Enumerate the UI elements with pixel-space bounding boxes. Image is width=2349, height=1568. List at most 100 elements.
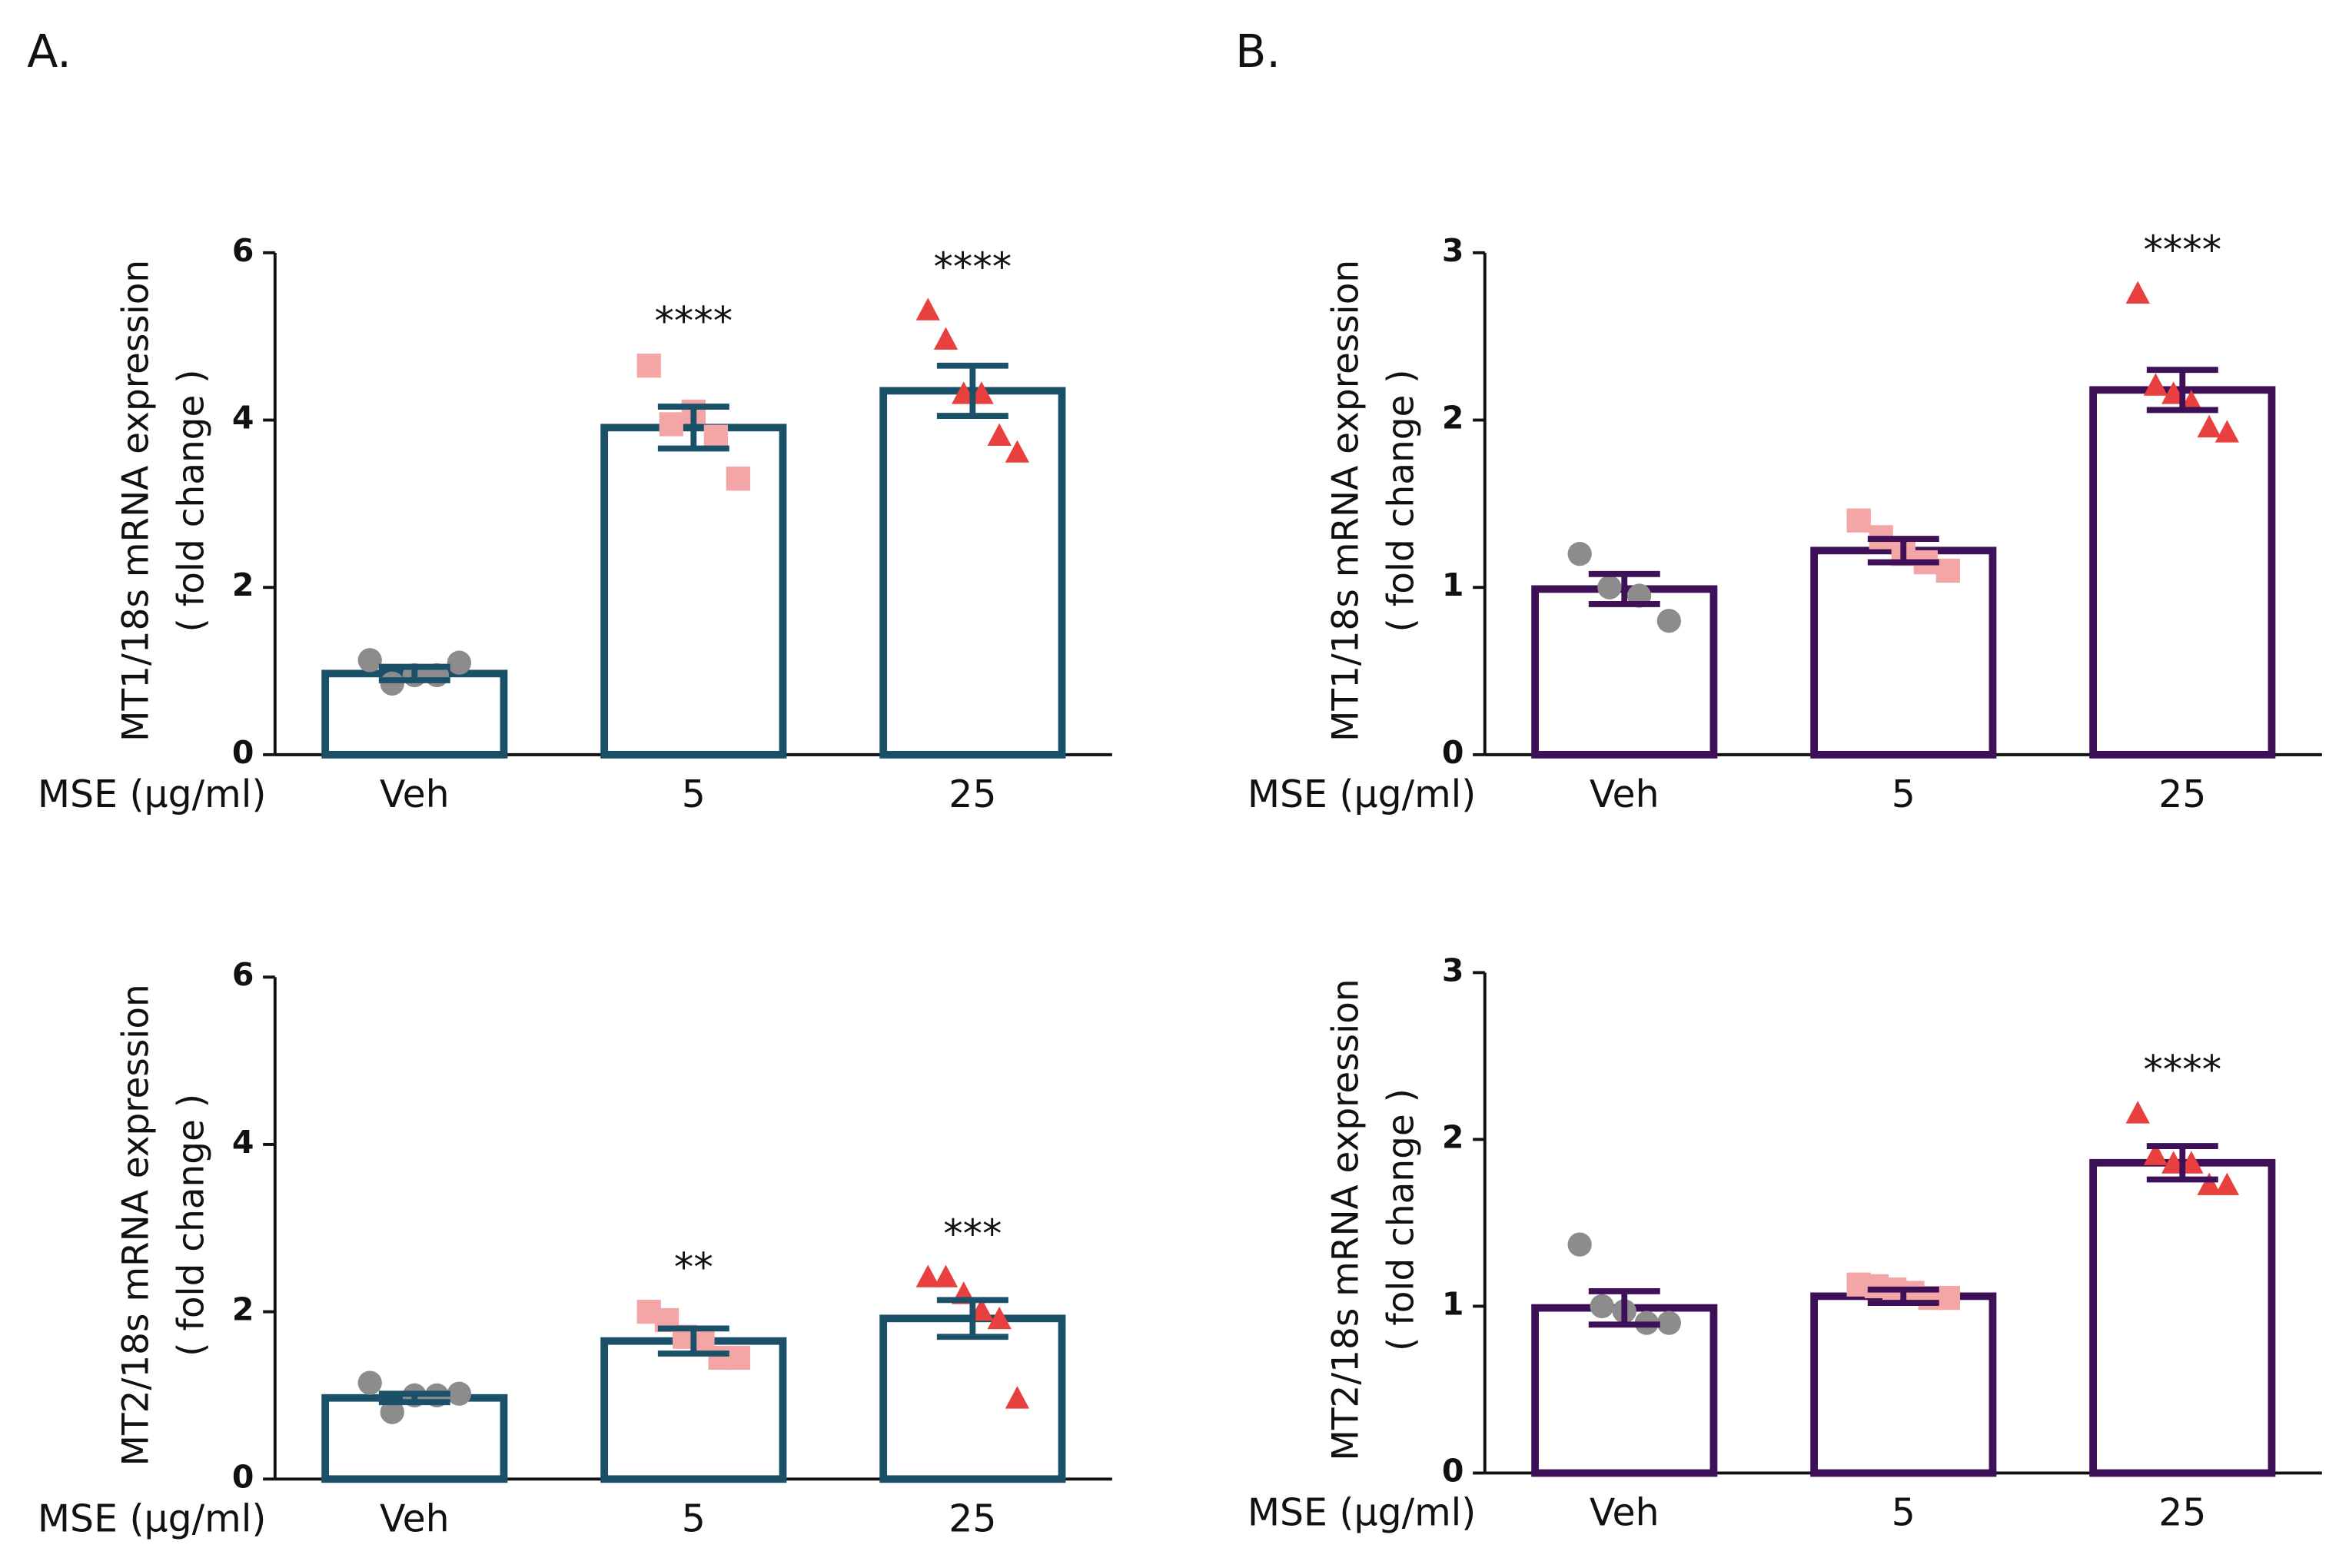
error-bar <box>936 362 1008 419</box>
data-point <box>447 650 472 675</box>
data-point <box>1005 440 1030 463</box>
error-bar <box>657 404 729 452</box>
data-point <box>987 1306 1012 1330</box>
y-tick-label: 2 <box>232 566 254 603</box>
y-tick-label: 3 <box>1442 232 1464 269</box>
data-point <box>726 467 751 491</box>
y-axis-label: MT1/18s mRNA expression <box>1324 260 1367 742</box>
data-point <box>933 327 959 350</box>
data-point <box>1846 508 1871 533</box>
significance-label: ** <box>674 1244 713 1290</box>
error-bar <box>936 1297 1008 1340</box>
data-point <box>987 423 1012 447</box>
bar <box>1531 585 1718 759</box>
data-point <box>1935 1285 1961 1311</box>
y-tick-label: 0 <box>1442 1452 1464 1489</box>
y-tick-label: 2 <box>232 1291 254 1328</box>
error-bar <box>2146 367 2218 414</box>
data-point <box>636 354 661 378</box>
y-tick-label: 2 <box>1442 400 1464 437</box>
x-axis-label: MSE (µg/ml) <box>38 1497 267 1541</box>
y-axis-label: ( fold change ) <box>1380 1088 1423 1351</box>
data-point <box>659 412 683 437</box>
data-point <box>1935 558 1961 583</box>
bar <box>1531 1304 1718 1477</box>
chart: 0 1 2 3 MT2/18s mRNA expression ( fold change… <box>1248 952 2322 1535</box>
data-point <box>2143 373 2168 396</box>
panel-label: B. <box>1235 25 1281 78</box>
data-point <box>2197 1172 2221 1195</box>
y-tick-label: 0 <box>1442 734 1464 771</box>
x-tick-label: Veh <box>1590 772 1660 816</box>
y-axis-label: ( fold change ) <box>1380 369 1423 632</box>
y-axis-label: ( fold change ) <box>171 369 213 632</box>
x-tick-label: Veh <box>380 1497 450 1541</box>
x-tick-label: 5 <box>1892 772 1915 816</box>
y-axis-label: MT1/18s mRNA expression <box>115 260 157 742</box>
error-bar <box>1867 536 1939 566</box>
data-point <box>357 1370 382 1395</box>
data-point <box>2125 281 2150 304</box>
data-point <box>1590 1294 1614 1319</box>
data-point <box>2125 1101 2150 1124</box>
bar <box>2089 1158 2276 1477</box>
x-tick-label: Veh <box>1590 1491 1660 1535</box>
panel-label: A. <box>27 25 71 78</box>
error-bar <box>1588 1287 1660 1328</box>
y-tick-label: 1 <box>1442 566 1464 603</box>
y-axis-label: ( fold change ) <box>171 1094 213 1357</box>
x-tick-label: 5 <box>682 772 706 816</box>
data-point <box>447 1381 472 1406</box>
x-tick-label: 25 <box>949 772 996 816</box>
data-point <box>1567 542 1592 566</box>
x-tick-label: 5 <box>682 1497 706 1541</box>
error-bar <box>2146 1143 2218 1183</box>
data-point <box>703 424 729 449</box>
x-tick-label: 25 <box>2158 772 2206 816</box>
data-point <box>1656 609 1681 633</box>
bar <box>879 1314 1066 1483</box>
x-tick-label: Veh <box>380 772 450 816</box>
x-tick-label: 25 <box>2158 1491 2206 1535</box>
bar <box>600 424 787 759</box>
bar <box>1810 1292 1997 1477</box>
chart: 0 2 4 6 MT2/18s mRNA expression ( fold change… <box>38 956 1112 1541</box>
y-tick-label: 4 <box>232 1124 254 1161</box>
y-tick-label: 2 <box>1442 1118 1464 1155</box>
chart: 0 2 4 6 MT1/18s mRNA expression ( fold change… <box>38 232 1112 816</box>
bar <box>1810 546 1997 759</box>
significance-label: **** <box>655 298 733 344</box>
y-tick-label: 6 <box>232 956 254 993</box>
bar <box>2089 386 2276 759</box>
data-point <box>380 671 404 696</box>
data-point <box>357 648 382 673</box>
x-axis-label: MSE (µg/ml) <box>1248 772 1477 816</box>
y-tick-label: 0 <box>232 1458 254 1495</box>
x-tick-label: 25 <box>949 1497 996 1541</box>
data-point <box>1567 1232 1592 1257</box>
error-bar <box>378 1390 450 1406</box>
significance-label: **** <box>2143 1047 2221 1092</box>
bar <box>879 387 1066 759</box>
data-point <box>380 1400 404 1424</box>
error-bar <box>1588 570 1660 607</box>
y-axis-label: MT2/18s mRNA expression <box>115 984 157 1466</box>
x-axis-label: MSE (µg/ml) <box>1248 1491 1477 1535</box>
error-bar <box>378 663 450 683</box>
chart: 0 1 2 3 MT1/18s mRNA expression ( fold change… <box>1248 228 2322 816</box>
x-axis-label: MSE (µg/ml) <box>38 772 267 816</box>
data-point <box>726 1345 751 1370</box>
significance-label: *** <box>943 1211 1002 1256</box>
bar <box>600 1337 787 1483</box>
y-tick-label: 4 <box>232 400 254 437</box>
data-point <box>2214 420 2240 443</box>
significance-label: **** <box>2143 228 2221 273</box>
y-axis-label: MT2/18s mRNA expression <box>1324 978 1367 1460</box>
data-point <box>915 1264 940 1287</box>
data-point <box>1597 575 1622 600</box>
y-tick-label: 6 <box>232 232 254 269</box>
x-tick-label: 5 <box>1892 1491 1915 1535</box>
y-tick-label: 1 <box>1442 1285 1464 1322</box>
data-point <box>1656 1311 1681 1335</box>
